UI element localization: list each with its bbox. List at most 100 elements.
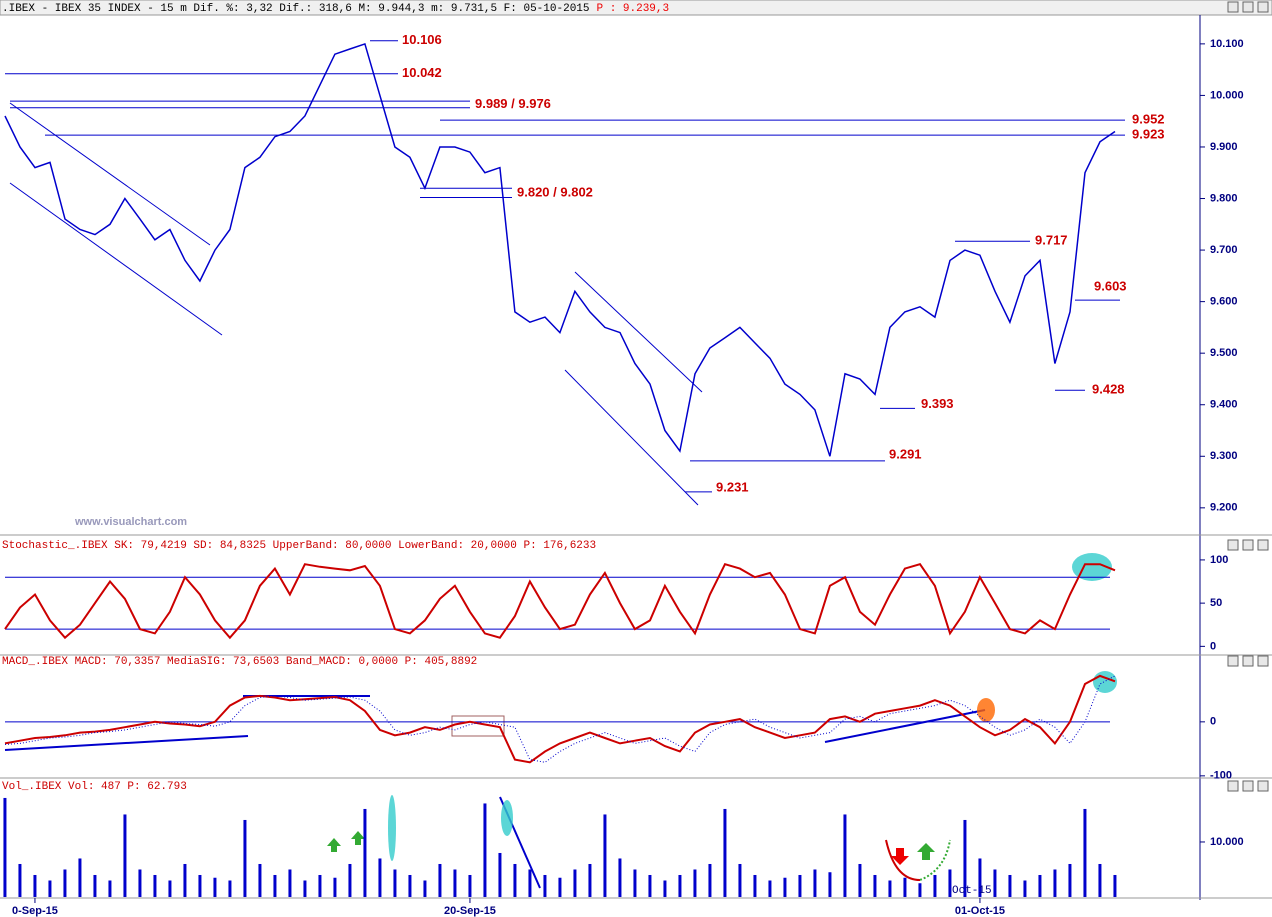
volume-bar bbox=[513, 863, 517, 897]
up-arrow bbox=[917, 843, 935, 860]
y-tick-label: 0 bbox=[1210, 640, 1216, 652]
channel-line bbox=[574, 271, 703, 393]
panel-button[interactable] bbox=[1227, 780, 1239, 792]
level-label: 9.923 bbox=[1132, 127, 1165, 142]
volume-bar bbox=[1068, 863, 1072, 897]
level-label: 9.952 bbox=[1132, 112, 1165, 127]
window-buttons[interactable] bbox=[1227, 1, 1269, 13]
volume-bar bbox=[1113, 874, 1117, 897]
level-label: 9.393 bbox=[921, 396, 954, 411]
volume-bar bbox=[618, 858, 622, 897]
series-line bbox=[4, 674, 1116, 764]
volume-bar bbox=[318, 874, 322, 897]
panel-button[interactable] bbox=[1242, 539, 1254, 551]
y-tick-label: 9.500 bbox=[1210, 347, 1238, 359]
panel-button[interactable] bbox=[1257, 780, 1269, 792]
level-label: 9.820 / 9.802 bbox=[517, 184, 593, 199]
up-arrow bbox=[327, 838, 341, 852]
y-tick-label: 9.300 bbox=[1210, 450, 1238, 462]
y-tick-label: 9.600 bbox=[1210, 296, 1238, 308]
y-tick-label: 10.000 bbox=[1210, 89, 1244, 101]
volume-bar bbox=[498, 852, 502, 897]
y-tick-label: 9.700 bbox=[1210, 244, 1238, 256]
volume-bar bbox=[873, 874, 877, 897]
trend-lines bbox=[4, 102, 986, 889]
highlight bbox=[501, 800, 513, 836]
volume-bar bbox=[978, 858, 982, 897]
volume-bar bbox=[153, 874, 157, 897]
volume-bar bbox=[78, 858, 82, 897]
volume-bar bbox=[573, 869, 577, 897]
volume-bar bbox=[963, 819, 967, 897]
volume-bar bbox=[273, 874, 277, 897]
volume-bar bbox=[243, 819, 247, 897]
level-label: 9.291 bbox=[889, 446, 922, 461]
level-label: 9.428 bbox=[1092, 382, 1125, 397]
volume-bar bbox=[633, 869, 637, 897]
series-line bbox=[4, 42, 1116, 457]
volume-bar bbox=[543, 874, 547, 897]
volume-bar bbox=[108, 880, 112, 897]
panel-button[interactable] bbox=[1242, 780, 1254, 792]
volume-bar bbox=[348, 863, 352, 897]
volume-bar bbox=[768, 880, 772, 897]
highlight bbox=[1072, 553, 1112, 581]
volume-bar bbox=[363, 808, 367, 897]
volume-bar bbox=[3, 797, 7, 897]
volume-bar bbox=[408, 874, 412, 897]
y-tick-label: 9.900 bbox=[1210, 141, 1238, 153]
x-tick-label: 0-Sep-15 bbox=[12, 905, 58, 917]
volume-bar bbox=[708, 863, 712, 897]
panel-title: Stochastic_.IBEX SK: 79,4219 SD: 84,8325… bbox=[2, 540, 596, 552]
panel-button[interactable] bbox=[1227, 539, 1239, 551]
volume-bar bbox=[738, 863, 742, 897]
volume-bar bbox=[528, 869, 532, 897]
volume-bar bbox=[828, 872, 832, 897]
curve bbox=[885, 839, 921, 881]
panel-button[interactable] bbox=[1257, 655, 1269, 667]
volume-bar bbox=[1008, 874, 1012, 897]
level-label: 9.717 bbox=[1035, 233, 1068, 248]
close-button[interactable] bbox=[1257, 1, 1269, 13]
level-label: 10.042 bbox=[402, 65, 442, 80]
panel-button[interactable] bbox=[1257, 539, 1269, 551]
volume-bar bbox=[888, 880, 892, 897]
channel-line bbox=[9, 182, 223, 336]
macd-trend bbox=[824, 709, 986, 743]
volume-bar bbox=[948, 869, 952, 897]
volume-bar bbox=[378, 858, 382, 897]
volume-bar bbox=[393, 869, 397, 897]
macd-trend bbox=[4, 735, 249, 751]
volume-bar bbox=[933, 874, 937, 897]
level-label: 9.603 bbox=[1094, 279, 1127, 294]
volume-bar bbox=[198, 874, 202, 897]
volume-bar bbox=[783, 877, 787, 897]
panel-button[interactable] bbox=[1227, 655, 1239, 667]
volume-bar bbox=[183, 863, 187, 897]
volume-bar bbox=[1038, 874, 1042, 897]
volume-bar bbox=[648, 874, 652, 897]
volume-bar bbox=[228, 880, 232, 897]
level-label: 10.106 bbox=[402, 32, 442, 47]
title-bar bbox=[0, 0, 1272, 16]
minimize-button[interactable] bbox=[1227, 1, 1239, 13]
volume-bar bbox=[288, 869, 292, 897]
panel-button[interactable] bbox=[1242, 655, 1254, 667]
volume-bar bbox=[1023, 880, 1027, 897]
y-tick-label: 9.800 bbox=[1210, 192, 1238, 204]
volume-bar bbox=[48, 880, 52, 897]
volume-bar bbox=[678, 874, 682, 897]
panel-title: Vol_.IBEX Vol: 487 P: 62.793 bbox=[2, 781, 187, 793]
volume-bar bbox=[138, 869, 142, 897]
volume-bar bbox=[123, 814, 127, 897]
level-label: 9.231 bbox=[716, 479, 749, 494]
volume-bar bbox=[1053, 869, 1057, 897]
maximize-button[interactable] bbox=[1242, 1, 1254, 13]
volume-bar bbox=[663, 880, 667, 897]
y-tick-label: 50 bbox=[1210, 597, 1222, 609]
volume-bar bbox=[333, 877, 337, 897]
curve bbox=[919, 839, 951, 881]
down-arrow bbox=[891, 848, 909, 865]
volume-bar bbox=[93, 874, 97, 897]
y-tick-label: 100 bbox=[1210, 554, 1228, 566]
